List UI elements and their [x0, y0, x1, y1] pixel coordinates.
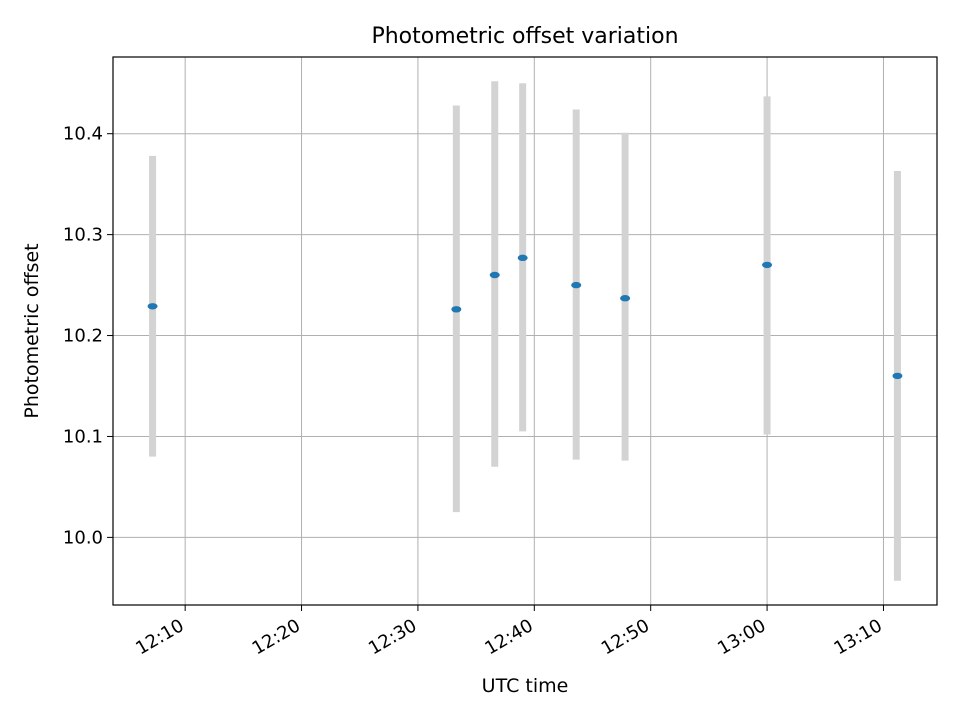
y-tick-label: 10.1	[63, 426, 103, 447]
data-point	[571, 281, 582, 289]
y-tick-label: 10.4	[63, 124, 103, 145]
data-point	[762, 261, 773, 269]
data-point	[620, 295, 631, 302]
chart-title: Photometric offset variation	[371, 24, 678, 49]
data-point	[451, 306, 462, 313]
data-markers	[147, 254, 903, 380]
x-axis-label: UTC time	[482, 675, 569, 697]
y-tick-label: 10.3	[63, 225, 103, 246]
plot-frame	[112, 56, 938, 606]
y-axis-label: Photometric offset	[21, 243, 43, 418]
data-point	[517, 254, 528, 262]
data-point	[489, 271, 500, 279]
y-tick-label: 10.0	[63, 527, 103, 548]
y-tick-label: 10.2	[63, 326, 103, 347]
data-point	[147, 303, 158, 310]
data-point	[892, 372, 903, 380]
